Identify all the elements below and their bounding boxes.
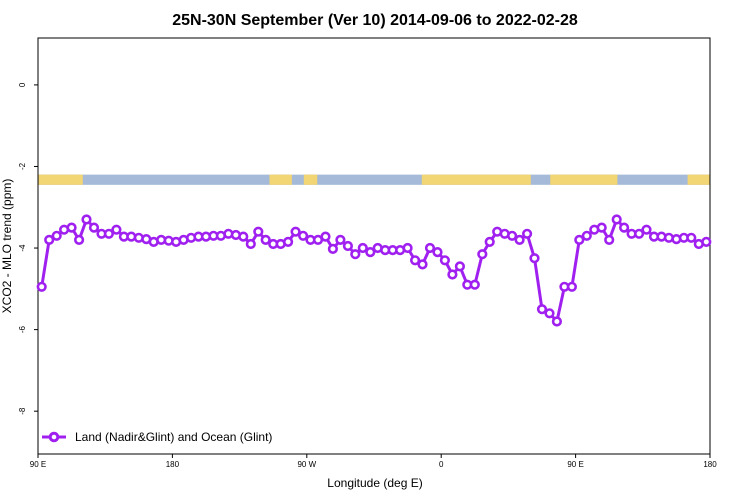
plot-frame [37, 37, 711, 455]
data-point [111, 224, 122, 235]
land-segment [303, 174, 318, 185]
x-tick-label: 90 E [30, 460, 46, 469]
data-point [245, 238, 256, 250]
x-tick-label: 0 [439, 460, 444, 469]
chart-title: 25N-30N September (Ver 10) 2014-09-06 to… [172, 12, 578, 29]
y-axis-label: XCO2 - MLO trend (ppm) [0, 179, 14, 314]
land-ocean-band [38, 174, 710, 185]
data-point [36, 281, 47, 292]
land-segment [687, 174, 710, 185]
land-segment [421, 174, 531, 185]
data-point [73, 234, 85, 245]
data-point [611, 214, 622, 225]
x-axis: 90 E 180 90 W 0 90 E 180 [30, 454, 717, 469]
data-point [335, 234, 346, 245]
data-point [432, 247, 443, 258]
legend: Land (Nadir&Glint) and Ocean (Glint) [42, 430, 272, 444]
data-point [439, 255, 451, 266]
y-axis: 0 -2 -4 -6 -8 [18, 82, 38, 415]
data-point [327, 243, 339, 254]
data-point [283, 236, 294, 247]
data-point [633, 228, 645, 239]
data-point [253, 226, 264, 237]
data-point [521, 228, 533, 239]
data-point [357, 242, 368, 254]
land-segment [38, 174, 83, 185]
data-point [447, 269, 458, 280]
y-tick-label: -6 [18, 326, 27, 334]
x-tick-label: 90 E [567, 460, 583, 469]
x-axis-label: Longitude (deg E) [327, 476, 422, 490]
y-tick-label: -8 [18, 407, 27, 415]
data-point [536, 304, 548, 315]
series-layer [36, 214, 712, 327]
data-point [350, 249, 361, 260]
data-point [365, 247, 376, 258]
ocean-band [38, 174, 710, 185]
data-point [514, 234, 525, 245]
data-point [410, 255, 421, 266]
data-point [66, 222, 77, 233]
data-point [238, 231, 249, 242]
data-point [342, 240, 354, 252]
data-point [581, 230, 592, 241]
data-point [618, 222, 630, 233]
data-point [320, 231, 331, 242]
x-tick-label: 180 [166, 460, 180, 469]
x-tick-label: 180 [703, 460, 717, 469]
data-point [88, 222, 100, 233]
data-point [424, 242, 436, 254]
data-point [417, 259, 428, 270]
data-point [81, 214, 92, 225]
data-point [544, 308, 555, 319]
data-point [484, 236, 495, 247]
data-point [551, 316, 563, 327]
data-point [44, 234, 55, 245]
data-point [454, 261, 466, 272]
data-point [402, 242, 413, 254]
data-point [686, 232, 697, 243]
legend-label: Land (Nadir&Glint) and Ocean (Glint) [75, 430, 272, 444]
data-point [596, 222, 607, 233]
data-point [290, 226, 301, 237]
y-tick-label: -4 [18, 244, 27, 252]
data-point [566, 281, 578, 292]
data-point [641, 224, 652, 235]
y-tick-label: 0 [18, 82, 27, 87]
data-point [477, 249, 488, 260]
data-point [103, 228, 114, 239]
y-tick-label: -2 [18, 162, 27, 170]
land-segment [550, 174, 618, 185]
data-point [506, 230, 518, 241]
data-point [701, 236, 712, 247]
data-point [574, 234, 585, 245]
data-point [604, 234, 615, 245]
data-point [298, 230, 309, 241]
data-point [51, 230, 62, 241]
legend-marker-swatch [48, 431, 60, 443]
land-segment [269, 174, 292, 185]
data-point [469, 279, 480, 290]
data-point [529, 253, 540, 264]
data-point [260, 234, 271, 245]
x-tick-label: 90 W [297, 460, 316, 469]
